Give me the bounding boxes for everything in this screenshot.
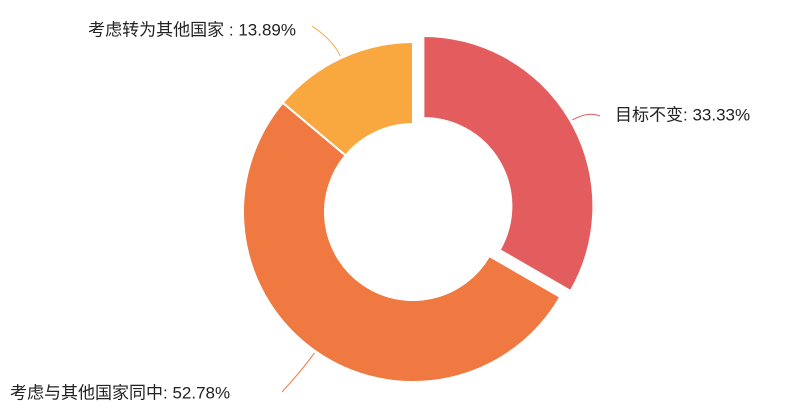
slice-label: 考虑转为其他国家 : 13.89%	[88, 20, 296, 39]
slice	[422, 34, 595, 293]
slice	[281, 40, 414, 157]
leader-line	[311, 25, 341, 57]
leader-line	[281, 352, 315, 393]
leader-line	[572, 113, 601, 121]
slice-label: 考虑与其他国家同中: 52.78%	[10, 383, 230, 402]
slice-label: 目标不变: 33.33%	[615, 105, 750, 124]
slice	[242, 101, 562, 383]
